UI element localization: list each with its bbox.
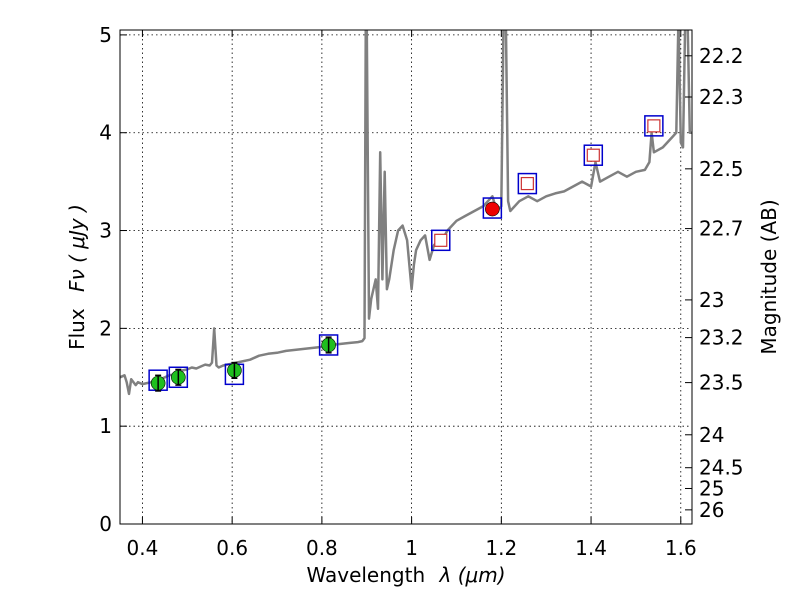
y2-tick-label: 24.5 [699,456,744,480]
x-tick-label: 1.6 [665,536,697,560]
y2-tick-label: 24 [699,423,724,447]
upper-limit-marker [520,176,534,191]
x-axis-label: Wavelength [306,563,425,587]
x-tick-label: 1.4 [575,536,607,560]
x-tick-label: 1 [405,536,418,560]
y-axis-title: Flux Fν ( μJy ) [65,204,89,350]
model-photometry-box [482,197,503,219]
y2-tick-label: 26 [699,498,724,522]
upper-limit-marker [434,233,448,247]
x-tick-label: 0.8 [306,536,338,560]
model-photometry-box [644,115,664,137]
y2-axis-title: Magnitude (AB) [757,199,781,354]
y-axis-label: Flux [65,308,89,350]
model-photometry-box [583,144,604,166]
y2-tick-label: 22.2 [699,44,744,68]
plot-area [120,30,692,396]
upper-limit-marker [647,119,661,133]
upper-limit-marker [586,148,600,162]
y-axis-symbol: Fν ( μJy ) [65,204,89,292]
y2-tick-label: 23.2 [699,326,744,350]
observed-flux-highlight-point [485,201,500,217]
axis-ticks: 0.4 0.6 0.8 1 1.2 1.4 1.601234522.222.322.522.… [99,23,743,560]
y2-tick-label: 22.7 [699,217,744,241]
x-tick-label: 0.4 [127,536,159,560]
y2-tick-label: 23.5 [699,371,744,395]
y-tick-label: 0 [99,512,112,536]
y-tick-label: 3 [99,219,112,243]
x-axis-symbol: λ (μm) [439,563,506,587]
y-tick-label: 2 [99,316,112,340]
model-photometry-box [517,172,538,195]
model-photometry-box [431,229,451,252]
y-tick-label: 5 [99,23,112,47]
x-tick-label: 0.6 [216,536,248,560]
x-tick-label: 1.2 [485,536,517,560]
y2-tick-label: 22.5 [699,157,744,181]
y2-tick-label: 25 [699,476,724,500]
model-photometry-box [318,334,339,356]
y-tick-label: 1 [99,414,112,438]
y2-tick-label: 22.3 [699,85,744,109]
y2-tick-label: 23 [699,288,724,312]
model-photometry-box [168,366,189,389]
x-axis-title: Wavelength λ (μm) [306,563,505,587]
plot-frame [119,29,693,525]
y-tick-label: 4 [99,121,112,145]
